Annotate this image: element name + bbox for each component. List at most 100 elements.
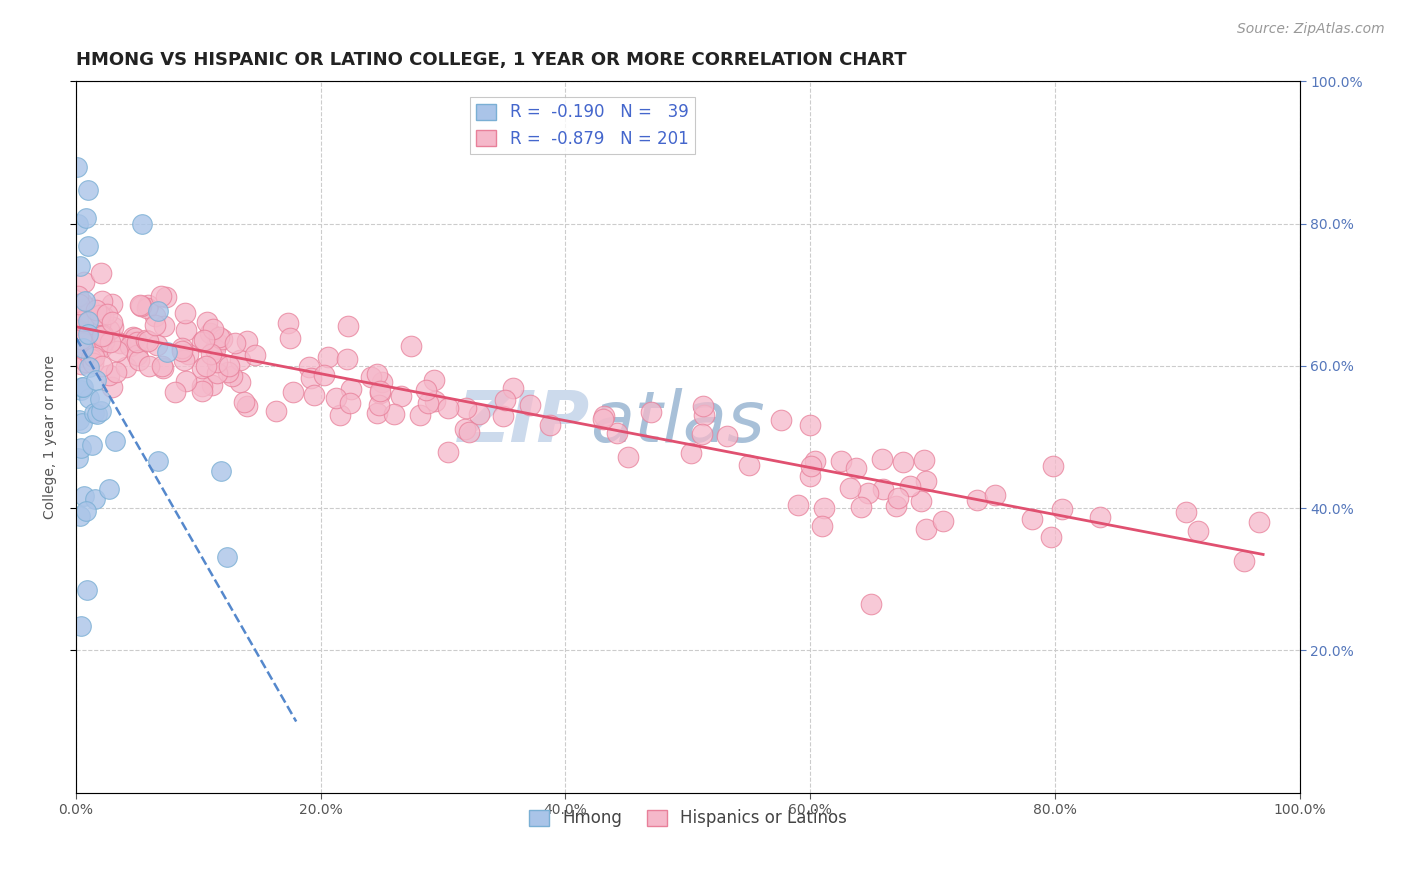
Point: [339, 396, 361, 410]
Y-axis label: College, 1 year or more: College, 1 year or more: [44, 355, 58, 519]
Point: [200, 347, 222, 361]
Point: [80, 438, 103, 452]
Point: [366, 406, 388, 420]
Point: [408, 408, 430, 422]
Point: [121, 334, 143, 349]
Point: [105, 343, 128, 358]
Point: [830, 454, 852, 468]
Point: [891, 455, 914, 469]
Point: [75, 354, 97, 368]
Point: [205, 355, 228, 369]
Point: [415, 384, 437, 398]
Point: [502, 381, 524, 395]
Point: [264, 404, 287, 418]
Point: [194, 359, 217, 373]
Point: [76, 315, 98, 329]
Point: [146, 453, 169, 467]
Point: [131, 218, 153, 232]
Point: [211, 332, 233, 346]
Point: [143, 318, 166, 332]
Point: [105, 365, 128, 379]
Point: [1187, 524, 1209, 538]
Point: [299, 371, 322, 385]
Point: [77, 326, 100, 341]
Point: [127, 334, 149, 349]
Point: [1174, 505, 1197, 519]
Point: [135, 333, 157, 347]
Point: [89, 308, 111, 322]
Point: [96, 307, 118, 321]
Point: [804, 454, 827, 468]
Point: [799, 417, 821, 432]
Point: [124, 331, 146, 345]
Point: [190, 384, 212, 399]
Point: [145, 338, 167, 352]
Point: [67, 217, 90, 231]
Point: [108, 335, 131, 350]
Point: [90, 404, 112, 418]
Point: [849, 500, 872, 514]
Point: [538, 418, 561, 433]
Point: [693, 408, 716, 422]
Point: [174, 323, 197, 337]
Point: [77, 336, 100, 351]
Point: [80, 352, 103, 367]
Point: [136, 334, 159, 348]
Point: [898, 479, 921, 493]
Point: [872, 482, 894, 496]
Point: [77, 301, 100, 316]
Point: [800, 458, 823, 473]
Point: [152, 319, 174, 334]
Point: [207, 335, 229, 350]
Point: [915, 475, 938, 489]
Point: [205, 367, 228, 381]
Point: [150, 359, 173, 373]
Point: [329, 408, 352, 422]
Point: [966, 492, 988, 507]
Point: [437, 401, 460, 416]
Point: [93, 334, 115, 348]
Point: [72, 336, 94, 351]
Point: [368, 386, 391, 401]
Point: [67, 289, 90, 303]
Point: [336, 351, 359, 366]
Point: [236, 334, 259, 349]
Point: [229, 375, 252, 389]
Point: [360, 370, 382, 384]
Point: [72, 341, 94, 355]
Point: [75, 504, 97, 518]
Point: [77, 306, 100, 320]
Point: [98, 334, 121, 349]
Point: [198, 326, 221, 340]
Point: [70, 380, 93, 394]
Point: [69, 508, 91, 523]
Point: [1088, 510, 1111, 524]
Point: [72, 416, 94, 430]
Point: [233, 394, 256, 409]
Point: [845, 461, 868, 475]
Point: [492, 409, 515, 423]
Point: [80, 313, 103, 327]
Point: [89, 392, 111, 406]
Point: [283, 384, 305, 399]
Point: [217, 549, 239, 564]
Point: [910, 494, 932, 508]
Point: [858, 486, 880, 500]
Point: [98, 323, 121, 337]
Point: [454, 422, 477, 436]
Point: [193, 333, 215, 347]
Point: [127, 348, 149, 362]
Point: [70, 332, 93, 346]
Point: [128, 298, 150, 312]
Point: [86, 303, 108, 318]
Point: [76, 583, 98, 598]
Point: [77, 359, 100, 374]
Point: [149, 289, 172, 303]
Point: [79, 308, 101, 322]
Point: [72, 380, 94, 394]
Point: [91, 329, 114, 343]
Point: [83, 350, 105, 364]
Point: [1249, 515, 1271, 529]
Point: [66, 160, 89, 174]
Point: [101, 297, 124, 311]
